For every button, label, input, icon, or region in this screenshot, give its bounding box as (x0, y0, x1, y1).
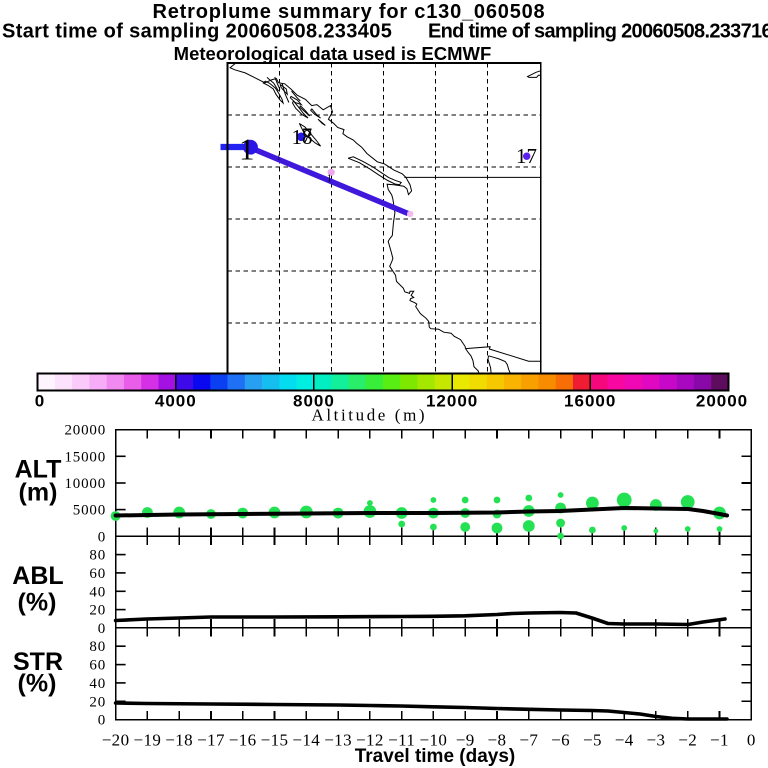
svg-text:−15: −15 (261, 731, 289, 750)
svg-text:−8: −8 (488, 731, 507, 750)
svg-text:−18: −18 (165, 731, 193, 750)
svg-text:Altitude (m): Altitude (m) (311, 406, 427, 425)
svg-text:1: 1 (327, 174, 332, 185)
svg-text:5000: 5000 (73, 503, 106, 519)
svg-text:60: 60 (89, 566, 106, 582)
svg-text:−20: −20 (102, 731, 130, 750)
svg-text:16000: 16000 (564, 392, 616, 411)
svg-text:12000: 12000 (426, 392, 478, 411)
svg-text:0: 0 (98, 529, 106, 545)
svg-text:40: 40 (89, 584, 106, 600)
svg-text:−12: −12 (356, 731, 384, 750)
svg-text:−10: −10 (420, 731, 448, 750)
svg-text:−13: −13 (324, 731, 352, 750)
svg-text:−1: −1 (710, 731, 729, 750)
svg-text:−14: −14 (292, 731, 320, 750)
svg-text:−7: −7 (519, 731, 538, 750)
svg-text:80: 80 (89, 548, 106, 564)
svg-text:20000: 20000 (65, 423, 107, 439)
svg-text:4000: 4000 (155, 392, 197, 411)
svg-text:0: 0 (747, 731, 756, 750)
svg-text:60: 60 (89, 658, 106, 674)
svg-text:(%): (%) (18, 589, 57, 617)
svg-text:−3: −3 (646, 731, 665, 750)
svg-text:20: 20 (89, 603, 106, 619)
svg-text:0: 0 (98, 621, 106, 637)
svg-text:ABL: ABL (12, 562, 63, 590)
svg-text:(m): (m) (19, 479, 58, 507)
svg-text:−6: −6 (551, 731, 570, 750)
svg-text:Start time of sampling 2006050: Start time of sampling 20060508.233405 (2, 21, 392, 43)
svg-text:Retroplume summary for c130_06: Retroplume summary for c130_060508 (153, 1, 546, 23)
svg-text:−9: −9 (456, 731, 475, 750)
svg-text:20000: 20000 (696, 392, 748, 411)
svg-text:15000: 15000 (65, 449, 107, 465)
svg-text:−5: −5 (583, 731, 602, 750)
svg-text:−11: −11 (388, 731, 415, 750)
svg-text:Travel time (days): Travel time (days) (355, 746, 516, 767)
svg-text:−19: −19 (134, 731, 162, 750)
svg-text:7: 7 (302, 124, 313, 148)
svg-text:−16: −16 (229, 731, 257, 750)
svg-text:1: 1 (277, 154, 281, 162)
svg-text:−4: −4 (615, 731, 634, 750)
svg-text:0: 0 (98, 713, 106, 729)
svg-text:10000: 10000 (65, 476, 107, 492)
svg-text:−17: −17 (197, 731, 225, 750)
svg-text:STR: STR (13, 648, 63, 676)
svg-text:40: 40 (89, 676, 106, 692)
svg-text:0: 0 (35, 392, 45, 411)
svg-text:20: 20 (89, 694, 106, 710)
svg-text:8000: 8000 (293, 392, 335, 411)
svg-text:End time of sampling 20060508.: End time of sampling 20060508.233716 (428, 21, 768, 43)
svg-text:Meteorological data used is EC: Meteorological data used is ECMWF (174, 43, 492, 64)
svg-text:80: 80 (89, 639, 106, 655)
svg-text:18: 18 (292, 125, 313, 149)
svg-text:ALT: ALT (15, 455, 62, 483)
svg-text:17: 17 (516, 144, 537, 168)
svg-text:−2: −2 (678, 731, 697, 750)
svg-text:(%): (%) (18, 670, 57, 698)
svg-text:1: 1 (239, 132, 255, 167)
